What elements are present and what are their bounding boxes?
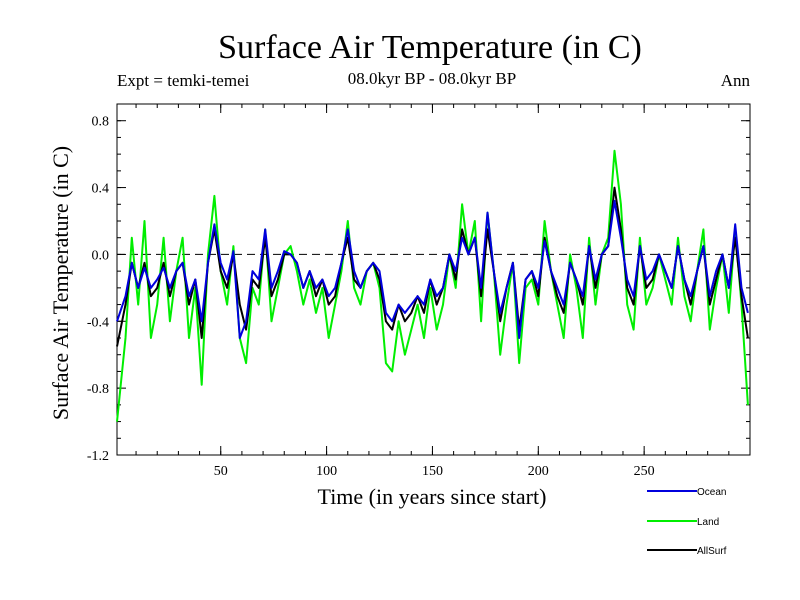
y-tick-label: 0.4 — [92, 182, 110, 197]
x-tick-label: 250 — [634, 464, 655, 479]
x-axis-label: Time (in years since start) — [318, 484, 547, 509]
plot-area: -1.2 -0.8 -0.4 0.0 0.4 0.8 50 100 150 200 250 — [87, 103, 751, 479]
y-tick-label: 0.8 — [92, 115, 110, 130]
period-subtitle: 08.0kyr BP - 08.0kyr BP — [348, 69, 516, 88]
x-tick-label: 150 — [422, 464, 443, 479]
x-tick-label: 100 — [316, 464, 337, 479]
legend-label-land: Land — [697, 517, 719, 528]
legend-label-allsurf: AllSurf — [697, 546, 727, 557]
plot-frame — [116, 103, 751, 456]
y-tick-label: -0.4 — [87, 315, 109, 330]
y-tick-label: -0.8 — [87, 382, 109, 397]
x-tick-label: 50 — [214, 464, 228, 479]
chart-title: Surface Air Temperature (in C) — [218, 29, 642, 66]
y-tick-label: -1.2 — [87, 449, 109, 464]
x-tick-label: 200 — [528, 464, 549, 479]
legend: Ocean Land AllSurf — [647, 487, 727, 557]
y-axis-label: Surface Air Temperature (in C) — [48, 146, 73, 420]
series-line-ocean — [116, 199, 749, 339]
experiment-label: Expt = temki-temei — [117, 71, 250, 90]
y-tick-label: 0.0 — [92, 248, 110, 263]
season-label: Ann — [721, 71, 751, 90]
legend-label-ocean: Ocean — [697, 487, 726, 498]
